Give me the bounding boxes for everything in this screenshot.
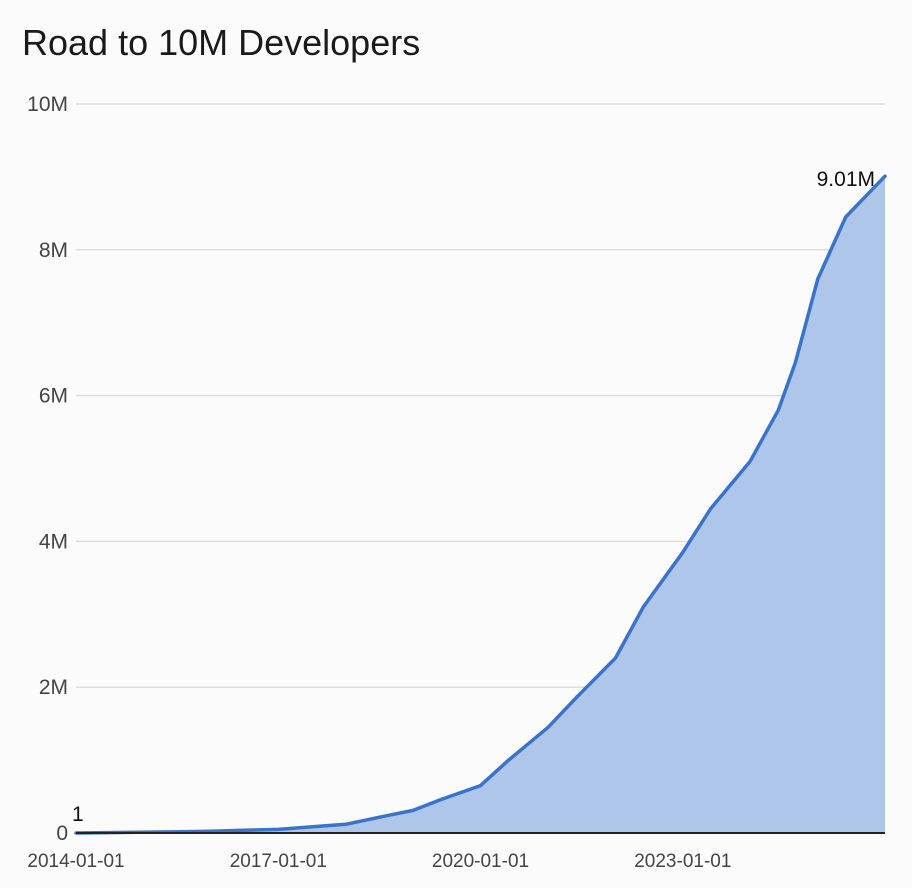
y-tick-label: 2M bbox=[39, 676, 68, 699]
data-area-layer bbox=[74, 174, 887, 835]
data-label: 9.01M bbox=[817, 168, 875, 191]
series-line bbox=[74, 174, 887, 835]
axes: 0 2M 4M 6M 8M 10M 2014-01-01 2017-01-01 2020-01-… bbox=[27, 93, 885, 872]
series-area bbox=[76, 176, 885, 833]
y-tick-label: 4M bbox=[39, 530, 68, 553]
x-tick-label: 2014-01-01 bbox=[27, 851, 124, 872]
data-labels: 1 9.01M bbox=[72, 168, 875, 826]
x-tick-label: 2023-01-01 bbox=[634, 851, 731, 872]
data-label: 1 bbox=[72, 803, 84, 826]
y-tick-label: 8M bbox=[39, 239, 68, 262]
chart-title: Road to 10M Developers bbox=[22, 22, 421, 63]
y-tick-label: 10M bbox=[27, 93, 68, 116]
x-tick-label: 2020-01-01 bbox=[432, 851, 529, 872]
y-tick-label: 0 bbox=[56, 822, 68, 845]
y-tick-label: 6M bbox=[39, 385, 68, 408]
x-tick-label: 2017-01-01 bbox=[230, 851, 327, 872]
